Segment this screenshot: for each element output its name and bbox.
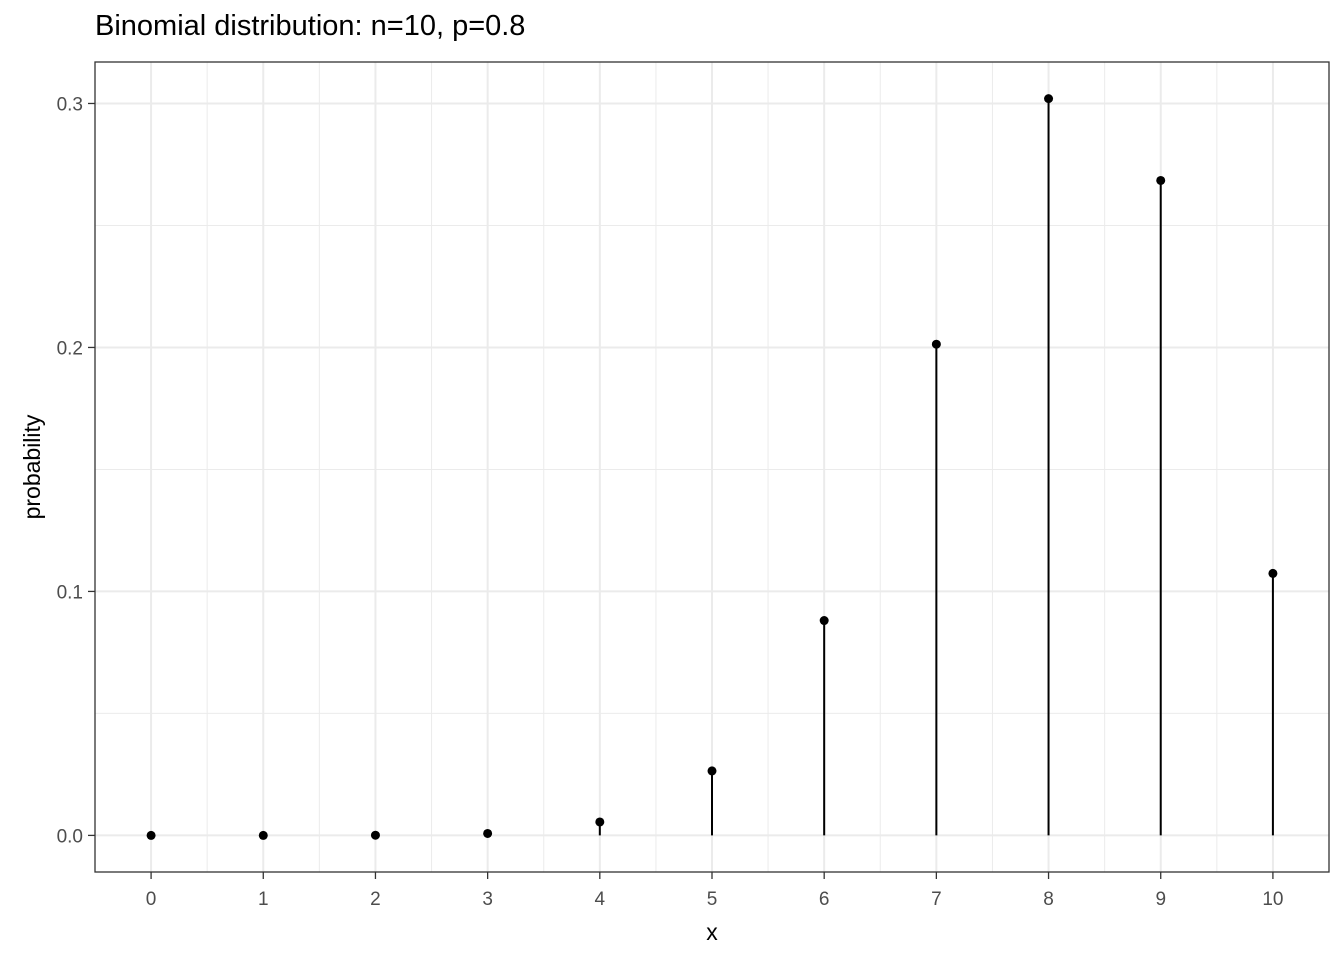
x-tick-label: 2 [370,889,381,910]
x-tick-label: 3 [482,889,493,910]
data-point [258,830,268,840]
data-point [595,817,605,827]
data-point [707,766,717,776]
data-point [931,339,941,349]
y-axis-label: probability [19,414,45,519]
grid-lines [95,62,1329,872]
data-point [1268,568,1278,578]
data-point [146,830,156,840]
x-tick-label: 5 [707,889,718,910]
x-axis-label: x [706,919,718,945]
x-tick-label: 4 [595,889,606,910]
x-tick-label: 9 [1155,889,1166,910]
y-tick-label: 0.3 [57,94,83,115]
y-tick-label: 0.2 [57,338,83,359]
data-point [483,828,493,838]
x-tick-label: 10 [1262,889,1283,910]
data-point [1156,175,1166,185]
x-tick-label: 0 [146,889,157,910]
data-point [1044,94,1054,104]
x-tick-label: 7 [931,889,942,910]
x-tick-label: 1 [258,889,269,910]
data-point [370,830,380,840]
y-tick-label: 0.1 [57,582,83,603]
axes: 0 1 2 3 4 5 6 7 8 9 10 0.0 0.1 0.2 0.3 [57,94,1284,910]
x-tick-label: 8 [1043,889,1054,910]
x-tick-label: 6 [819,889,830,910]
y-tick-label: 0.0 [57,826,83,847]
chart-title: Binomial distribution: n=10, p=0.8 [95,10,526,42]
data-marks [146,94,1278,840]
data-point [819,616,829,626]
